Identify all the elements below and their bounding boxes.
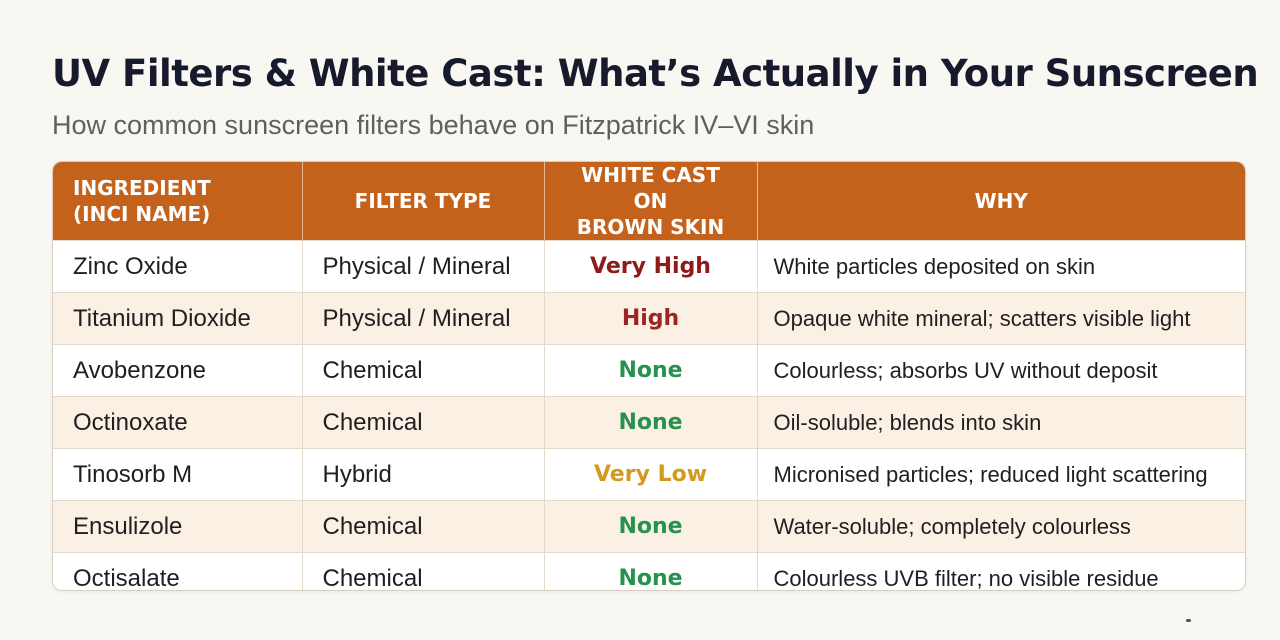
table-row: Zinc Oxide Physical / Mineral Very High … [53, 240, 1245, 293]
table-row: Octisalate Chemical None Colourless UVB … [53, 552, 1245, 590]
filter-type-cell: Chemical [302, 500, 545, 553]
white-cast-cell: None [544, 500, 758, 553]
why-cell: Opaque white mineral; scatters visible l… [757, 292, 1245, 345]
table-row: Titanium Dioxide Physical / Mineral High… [53, 292, 1245, 345]
white-cast-cell: Very High [544, 240, 758, 293]
column-header-filter-type: FILTER TYPE [302, 162, 545, 241]
table-header: INGREDIENT (INCI NAME) FILTER TYPE WHITE… [53, 162, 1245, 241]
uv-filters-table: INGREDIENT (INCI NAME) FILTER TYPE WHITE… [52, 161, 1246, 591]
column-header-ingredient: INGREDIENT (INCI NAME) [53, 162, 303, 241]
why-cell: Colourless; absorbs UV without deposit [757, 344, 1245, 397]
white-cast-cell: None [544, 552, 758, 590]
filter-type-cell: Physical / Mineral [302, 240, 545, 293]
ingredient-cell: Titanium Dioxide [53, 292, 303, 345]
table-row: Tinosorb M Hybrid Very Low Micronised pa… [53, 448, 1245, 501]
table-header-row: INGREDIENT (INCI NAME) FILTER TYPE WHITE… [53, 162, 1245, 241]
white-cast-cell: Very Low [544, 448, 758, 501]
filter-type-cell: Chemical [302, 344, 545, 397]
table-row: Ensulizole Chemical None Water-soluble; … [53, 500, 1245, 553]
why-cell: White particles deposited on skin [757, 240, 1245, 293]
uv-filters-grid: INGREDIENT (INCI NAME) FILTER TYPE WHITE… [53, 162, 1245, 590]
white-cast-cell: None [544, 396, 758, 449]
ingredient-header-line2: (INCI NAME) [73, 202, 211, 226]
white-cast-cell: None [544, 344, 758, 397]
stray-mark [1186, 619, 1191, 622]
why-cell: Micronised particles; reduced light scat… [757, 448, 1245, 501]
why-cell: Oil-soluble; blends into skin [757, 396, 1245, 449]
white-cast-header-line1: WHITE CAST ON [581, 163, 720, 213]
ingredient-cell: Octinoxate [53, 396, 303, 449]
table-body: Zinc Oxide Physical / Mineral Very High … [53, 240, 1245, 590]
filter-type-cell: Hybrid [302, 448, 545, 501]
column-header-why: WHY [757, 162, 1245, 241]
page-subtitle: How common sunscreen filters behave on F… [52, 110, 815, 140]
ingredient-header-line1: INGREDIENT [73, 176, 211, 200]
ingredient-cell: Zinc Oxide [53, 240, 303, 293]
why-cell: Colourless UVB filter; no visible residu… [757, 552, 1245, 590]
ingredient-cell: Avobenzone [53, 344, 303, 397]
filter-type-cell: Chemical [302, 552, 545, 590]
filter-type-cell: Physical / Mineral [302, 292, 545, 345]
page-title: UV Filters & White Cast: What’s Actually… [52, 52, 1259, 95]
ingredient-cell: Ensulizole [53, 500, 303, 553]
white-cast-cell: High [544, 292, 758, 345]
why-cell: Water-soluble; completely colourless [757, 500, 1245, 553]
table-row: Avobenzone Chemical None Colourless; abs… [53, 344, 1245, 397]
white-cast-header-line2: BROWN SKIN [576, 215, 725, 239]
ingredient-cell: Tinosorb M [53, 448, 303, 501]
column-header-white-cast: WHITE CAST ON BROWN SKIN [544, 162, 758, 241]
table-row: Octinoxate Chemical None Oil-soluble; bl… [53, 396, 1245, 449]
filter-type-cell: Chemical [302, 396, 545, 449]
ingredient-cell: Octisalate [53, 552, 303, 590]
